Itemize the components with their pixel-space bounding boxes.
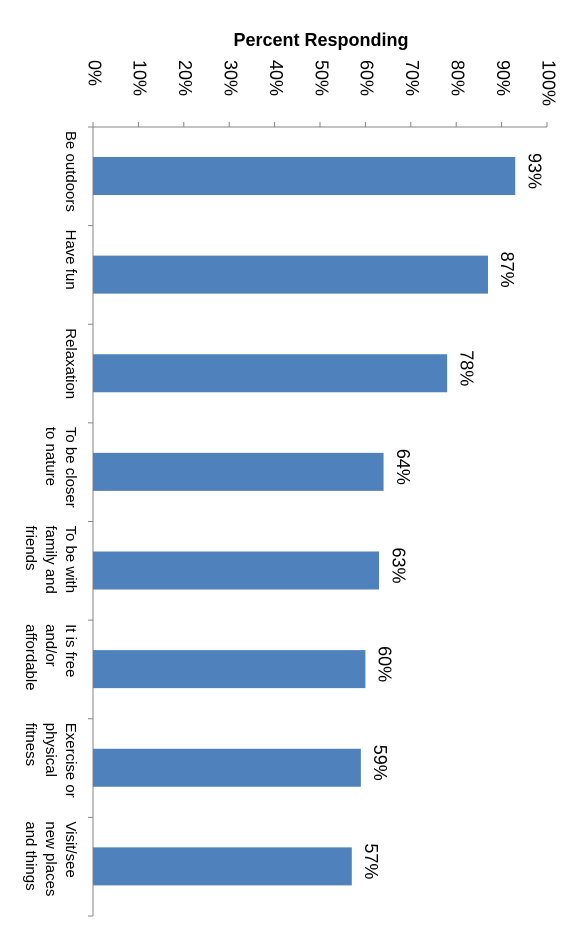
bar [93,847,352,886]
category-label: and things [22,821,39,890]
category-label: and/or [42,624,59,667]
value-tick-label: 80% [447,60,467,96]
data-label: 57% [361,843,381,879]
ticks-layer: 0% 10% 20% 30% 40% 50% 60% 70% 80% 90% 100% [84,60,558,917]
bar [93,551,380,590]
value-tick-label: 10% [130,60,150,96]
data-label: 78% [456,350,476,386]
data-label: 59% [370,745,390,781]
category-label: affordable [22,624,39,690]
bar [93,452,384,491]
data-label: 60% [375,646,395,682]
category-label: Visit/see [62,821,79,877]
value-tick-label: 0% [84,60,104,86]
bars-layer [93,157,516,886]
category-label: fitness [22,723,39,766]
value-tick-label: 100% [538,60,558,106]
data-label: 63% [388,548,408,584]
chart-title: Percent Responding [233,30,408,50]
category-label: Exercise or [62,723,79,798]
category-label: new places [42,821,59,896]
data-label: 87% [497,252,517,288]
value-tick-label: 90% [493,60,513,96]
bar [93,157,516,195]
category-label: family and [42,526,59,594]
category-label: Have fun [62,230,79,290]
bar [93,650,366,689]
value-tick-label: 50% [311,60,331,96]
value-tick-label: 60% [357,60,377,96]
category-label: To be with [62,526,79,594]
category-label: to nature [42,427,59,486]
category-label: To be closer [62,427,79,508]
bar [93,354,448,393]
value-tick-label: 30% [220,60,240,96]
category-label: Be outdoors [62,131,79,212]
category-label: Relaxation [62,328,79,399]
data-label: 64% [393,449,413,485]
data-label: 93% [524,153,544,189]
value-tick-label: 40% [266,60,286,96]
category-label: It is free [62,624,79,677]
category-label: friends [22,526,39,571]
category-label: physical [42,723,59,777]
value-tick-label: 70% [402,60,422,96]
value-tick-label: 20% [175,60,195,96]
bar [93,748,361,787]
labels-layer: 93% Be outdoors 87% Have fun 78% Relaxation 64… [22,131,544,896]
bar [93,255,488,294]
